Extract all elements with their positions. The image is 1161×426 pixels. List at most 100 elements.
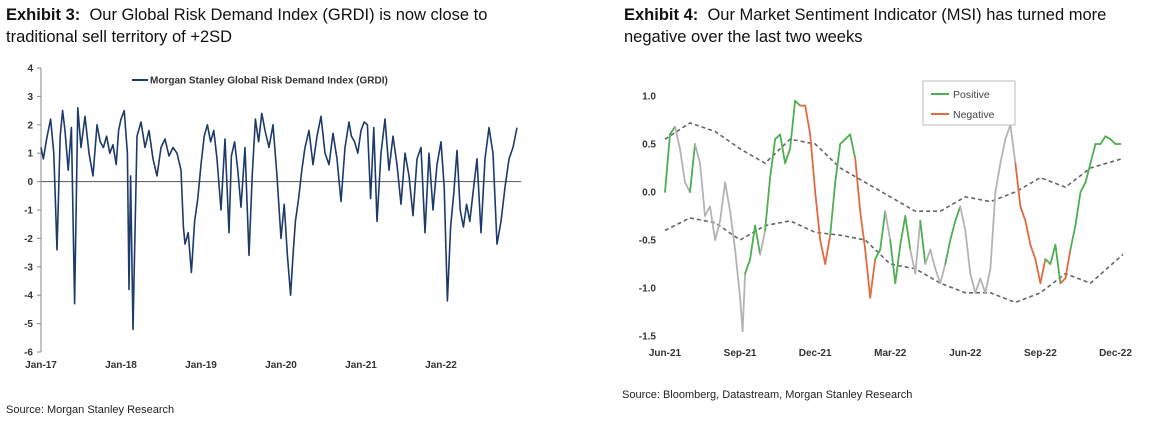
msi-positive-segment [754, 224, 762, 256]
msi-positive-segment [954, 205, 962, 222]
msi-positive-segment [664, 133, 671, 193]
msi-positive-segment [1044, 258, 1052, 265]
msi-neutral-segment [699, 162, 706, 217]
msi-upper-band [664, 122, 1124, 212]
grdi-x-tick-label: Jan-17 [25, 360, 57, 371]
msi-positive-segment [794, 99, 802, 107]
msi-neutral-segment [999, 138, 1007, 165]
msi-x-tick-label: Mar-22 [874, 348, 907, 359]
grdi-legend-label: Morgan Stanley Global Risk Demand Index … [150, 76, 388, 87]
msi-positive-segment [1084, 162, 1092, 184]
msi-neutral-segment [714, 219, 721, 241]
msi-positive-segment [879, 210, 887, 251]
exhibit-3-label: Exhibit 3: [6, 6, 81, 24]
grdi-y-tick-label: 4 [27, 64, 33, 75]
grdi-y-tick-label: -6 [24, 348, 33, 359]
msi-neutral-segment [724, 181, 731, 213]
msi-neutral-segment [959, 205, 967, 232]
msi-legend-positive-label: Positive [953, 89, 990, 101]
grdi-x-tick-label: Jan-21 [345, 360, 377, 371]
msi-positive-segment [899, 215, 907, 246]
exhibit-4-panel: Exhibit 4: Our Market Sentiment Indicato… [618, 0, 1161, 426]
msi-neutral-segment [984, 267, 992, 294]
msi-negative-segment [1039, 258, 1047, 285]
msi-positive-segment [1104, 135, 1112, 141]
msi-positive-segment [1069, 224, 1077, 251]
msi-positive-segment [1099, 135, 1107, 145]
msi-neutral-segment [929, 248, 937, 270]
msi-neutral-segment [979, 277, 987, 294]
msi-x-tick-label: Jun-22 [949, 348, 982, 359]
msi-negative-segment [854, 157, 862, 213]
grdi-x-tick-label: Jan-18 [105, 360, 137, 371]
msi-y-tick-label: 0.0 [642, 188, 656, 199]
msi-neutral-segment [684, 181, 691, 193]
msi-positive-segment [774, 133, 782, 141]
msi-neutral-segment [924, 248, 932, 265]
grdi-y-tick-label: 3 [27, 92, 33, 103]
msi-neutral-segment [989, 191, 997, 270]
msi-chart: 1.0 0.5 0.0 -0.5 -1.0 -1.5 Jun-21 Sep-21 Dec-21 M… [639, 80, 1132, 359]
msi-x-tick-label: Dec-21 [799, 348, 832, 359]
msi-positive-segment [904, 215, 912, 251]
msi-lower-band [664, 217, 1124, 304]
msi-negative-segment [864, 248, 872, 299]
msi-positive-segment [834, 143, 842, 184]
exhibit-4-title: Exhibit 4: Our Market Sentiment Indicato… [624, 4, 1161, 48]
msi-y-tick-label: -0.5 [639, 236, 657, 247]
msi-neutral-segment [939, 263, 947, 285]
msi-negative-segment [869, 258, 877, 299]
msi-neutral-segment [694, 143, 701, 165]
msi-neutral-segment [969, 272, 977, 294]
msi-positive-segment [874, 248, 882, 261]
msi-positive-segment [944, 239, 952, 265]
msi-x-tick-label: Sep-21 [724, 348, 757, 359]
msi-negative-segment [1034, 258, 1042, 285]
msi-negative-segment [804, 104, 812, 136]
grdi-y-tick-label: -1 [24, 206, 33, 217]
msi-neutral-segment [1004, 123, 1012, 141]
exhibit-4-title-text: Our Market Sentiment Indicator (MSI) has… [624, 6, 1107, 46]
msi-neutral-segment [964, 229, 972, 275]
msi-neutral-segment [709, 205, 716, 241]
msi-neutral-segment [914, 219, 922, 275]
grdi-y-tick-label: -2 [24, 234, 33, 245]
exhibit-4-label: Exhibit 4: [624, 6, 699, 24]
msi-positive-segment [919, 219, 927, 265]
grdi-y-tick-label: 2 [27, 120, 33, 131]
exhibit-3-panel: Exhibit 3: Our Global Risk Demand Index … [0, 0, 560, 426]
grdi-x-tick-label: Jan-20 [265, 360, 297, 371]
msi-positive-segment [669, 125, 676, 136]
msi-neutral-segment [741, 272, 746, 333]
msi-y-tick-label: -1.5 [639, 332, 657, 343]
msi-negative-segment [1059, 277, 1067, 285]
msi-positive-segment [1074, 191, 1082, 227]
exhibit-3-title-text: Our Global Risk Demand Index (GRDI) is n… [6, 6, 488, 46]
msi-neutral-segment [884, 210, 892, 241]
exhibit-3-title: Exhibit 3: Our Global Risk Demand Index … [6, 4, 546, 48]
grdi-series-line [40, 107, 518, 331]
msi-neutral-segment [909, 248, 917, 275]
grdi-y-tick-label: -5 [24, 319, 33, 330]
msi-positive-segment [1054, 243, 1062, 285]
msi-neutral-segment [934, 267, 942, 285]
msi-negative-segment [824, 234, 832, 265]
msi-neutral-segment [759, 229, 767, 256]
msi-y-tick-label: 1.0 [642, 92, 656, 103]
grdi-y-tick-label: -3 [24, 262, 33, 273]
msi-x-tick-label: Sep-22 [1024, 348, 1057, 359]
grdi-y-tick-label: 1 [27, 149, 33, 160]
msi-x-tick-label: Dec-22 [1099, 348, 1132, 359]
msi-positive-segment [784, 147, 792, 165]
msi-neutral-segment [734, 248, 741, 299]
msi-positive-segment [764, 176, 772, 232]
msi-negative-segment [1064, 248, 1072, 280]
grdi-y-tick-label: 0 [27, 177, 33, 188]
msi-negative-segment [859, 210, 867, 251]
msi-positive-segment [1049, 243, 1057, 265]
grdi-x-tick-label: Jan-22 [425, 360, 457, 371]
msi-negative-segment [1014, 162, 1022, 208]
msi-positive-segment [1109, 138, 1117, 145]
msi-positive-segment [744, 258, 752, 275]
